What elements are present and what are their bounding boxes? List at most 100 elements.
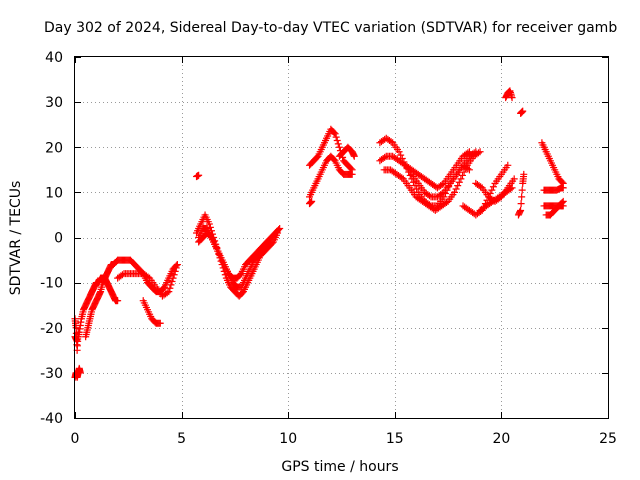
data-point	[308, 197, 316, 205]
series-arc-n	[306, 197, 316, 208]
data-point	[205, 220, 213, 228]
data-point	[195, 171, 203, 179]
data-point	[144, 273, 152, 281]
x-tick-label: 20	[492, 431, 510, 447]
data-point	[458, 171, 466, 179]
y-tick-label: -10	[40, 276, 63, 292]
data-point	[170, 271, 178, 279]
x-tick-label: 25	[599, 431, 617, 447]
data-point	[167, 281, 175, 289]
y-tick-label: -30	[40, 366, 63, 382]
data-point	[517, 200, 525, 208]
data-point	[168, 277, 176, 285]
data-point	[381, 153, 389, 161]
data-point	[395, 148, 403, 156]
data-point	[504, 161, 512, 169]
data-point	[452, 185, 460, 193]
y-tick-label: 10	[45, 185, 63, 201]
plot-frame	[74, 56, 609, 419]
data-point	[465, 148, 473, 156]
series-arc-ab	[542, 197, 567, 219]
data-point	[519, 107, 527, 115]
data-point	[413, 185, 421, 193]
data-point	[518, 193, 526, 201]
data-point	[348, 170, 356, 178]
data-point	[350, 152, 358, 160]
series-arc-z	[540, 184, 567, 194]
y-tick-label: -20	[40, 321, 63, 337]
data-point	[457, 175, 465, 183]
y-tick-label: 30	[45, 95, 63, 111]
data-point	[508, 184, 516, 192]
data-point	[455, 178, 463, 186]
series-arc-q	[380, 148, 484, 214]
grid	[75, 57, 608, 418]
data-point	[276, 224, 284, 232]
data-point	[76, 369, 84, 377]
data-point	[333, 136, 341, 144]
data-point	[335, 143, 343, 151]
data-point	[506, 185, 514, 193]
data-point	[462, 165, 470, 173]
data-point	[118, 271, 126, 279]
data-point	[156, 319, 164, 327]
data-point	[172, 264, 180, 272]
data-point	[387, 138, 395, 146]
y-tick-label: -40	[40, 411, 63, 427]
data-point	[332, 133, 340, 141]
series-arc-g	[193, 171, 203, 181]
data-point	[517, 206, 525, 214]
y-tick-label: 40	[45, 50, 63, 66]
data-point	[460, 168, 468, 176]
data-point	[334, 140, 342, 148]
series-arc-j	[195, 229, 271, 291]
data-point	[508, 94, 516, 102]
series-arc-x	[514, 170, 528, 219]
series-arc-k	[306, 125, 356, 174]
series-arc-b	[82, 256, 181, 341]
series-arc-c	[114, 261, 181, 300]
data-point	[263, 243, 271, 251]
data-point	[477, 183, 485, 191]
data-point	[398, 174, 406, 182]
data-point	[275, 226, 283, 234]
data-point	[438, 190, 446, 198]
chart-title: Day 302 of 2024, Sidereal Day-to-day VTE…	[44, 20, 617, 36]
data-point	[438, 180, 446, 188]
data-point	[558, 199, 566, 207]
data-point	[443, 199, 451, 207]
data-points	[71, 87, 567, 381]
data-point	[454, 182, 462, 190]
data-point	[262, 244, 270, 252]
data-point	[450, 188, 458, 196]
data-point	[425, 192, 433, 200]
x-tick-label: 5	[177, 431, 186, 447]
data-point	[330, 129, 338, 137]
series-arc-l	[306, 152, 356, 201]
data-point	[331, 130, 339, 138]
data-point	[166, 284, 174, 292]
data-point	[518, 186, 526, 194]
data-point	[464, 149, 472, 157]
data-point	[173, 261, 181, 269]
x-tick-label: 15	[386, 431, 404, 447]
series-arc-r	[401, 148, 473, 192]
data-point	[465, 166, 473, 174]
x-tick-label: 0	[71, 431, 80, 447]
data-point	[165, 288, 173, 296]
series-arc-e	[71, 364, 84, 381]
series-arc-u	[476, 184, 516, 214]
data-point	[74, 328, 82, 336]
data-point	[397, 151, 405, 159]
data-point	[559, 197, 567, 205]
axis-ticks: 0 5 10 15 20 25 40 30 20 10 0 -10 -20 -30 -40	[40, 50, 617, 447]
data-point	[488, 186, 496, 194]
y-tick-label: 0	[54, 231, 63, 247]
y-axis-label: SDTVAR / TECUs	[8, 181, 24, 296]
data-point	[169, 274, 177, 282]
x-tick-label: 10	[279, 431, 297, 447]
y-tick-label: 20	[45, 140, 63, 156]
data-point	[163, 289, 171, 297]
series-arc-m	[335, 143, 358, 160]
